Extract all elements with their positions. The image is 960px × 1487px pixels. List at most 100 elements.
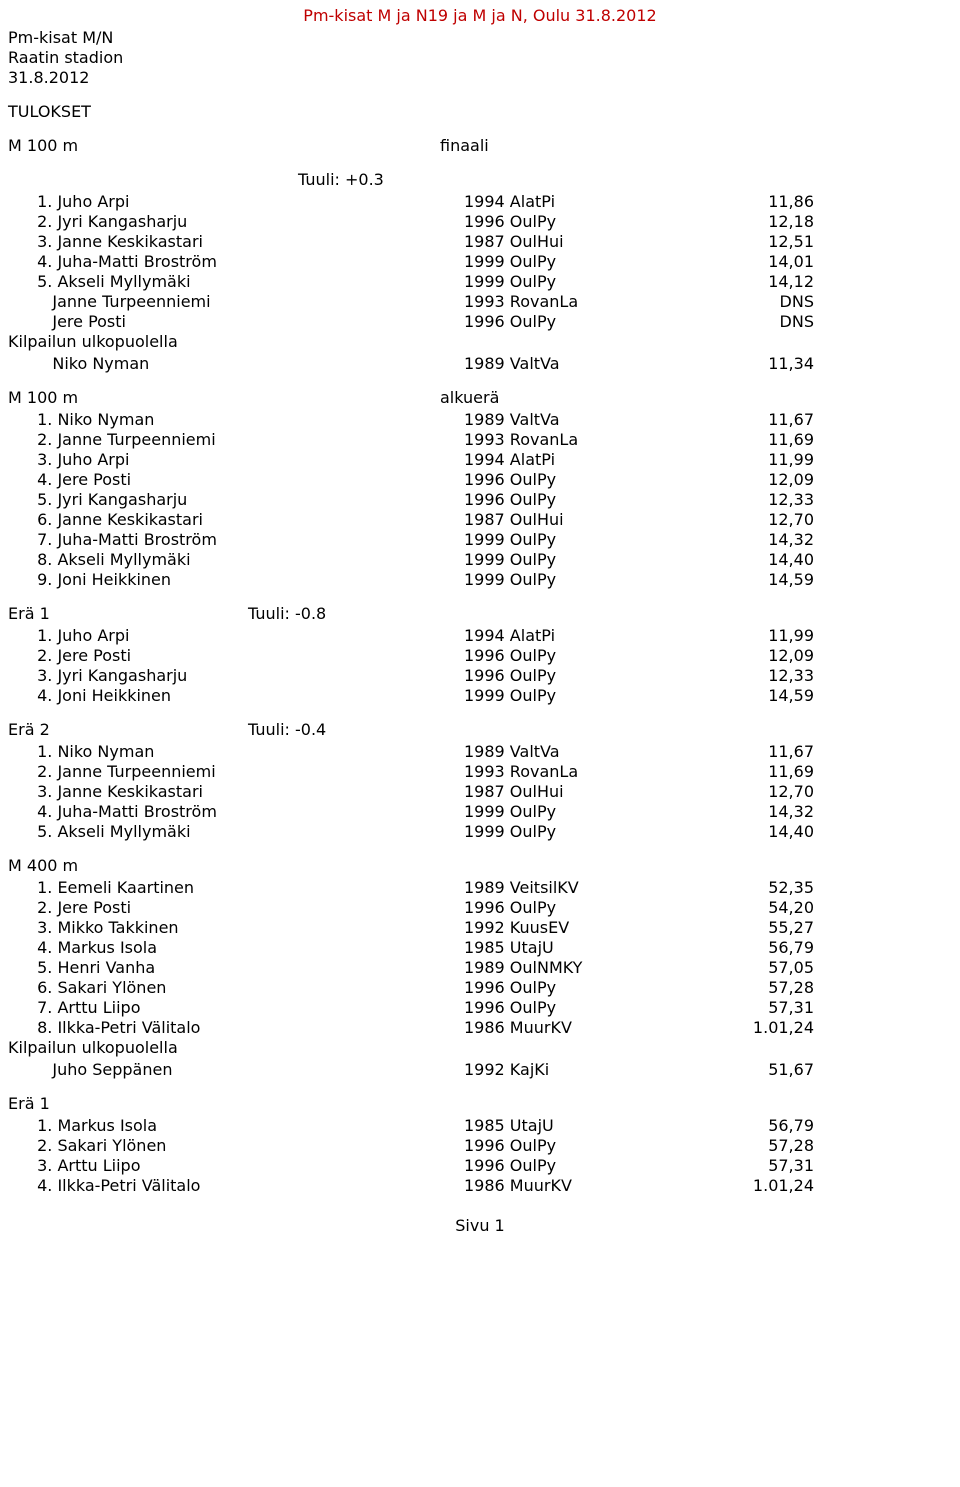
athlete-name: 3. Juho Arpi [32,450,464,470]
result-value: 12,33 [654,666,814,686]
result-value: 14,40 [654,550,814,570]
athlete-name: 7. Arttu Liipo [32,998,464,1018]
event-label: M 400 m [8,856,952,876]
athlete-name: 5. Jyri Kangasharju [32,490,464,510]
heat-label: alkuerä [440,388,499,408]
result-value: 1.01,24 [654,1176,814,1196]
athlete-name: 2. Janne Turpeenniemi [32,762,464,782]
result-row: 1. Markus Isola1985 UtajU56,79 [8,1116,952,1136]
athlete-year-club: 1989 ValtVa [464,742,654,762]
athlete-year-club: 1985 UtajU [464,1116,654,1136]
athlete-name: 3. Mikko Takkinen [32,918,464,938]
result-row: 6. Janne Keskikastari1987 OulHui12,70 [8,510,952,530]
athlete-name: 5. Henri Vanha [32,958,464,978]
athlete-year-club: 1993 RovanLa [464,292,654,312]
athlete-name: 1. Markus Isola [32,1116,464,1136]
athlete-year-club: 1986 MuurKV [464,1018,654,1038]
athlete-name: 3. Janne Keskikastari [32,232,464,252]
athlete-name: 2. Sakari Ylönen [32,1136,464,1156]
athlete-year-club: 1999 OulPy [464,822,654,842]
result-row: Jere Posti1996 OulPyDNS [8,312,952,332]
result-value: 12,70 [654,782,814,802]
athlete-year-club: 1996 OulPy [464,646,654,666]
era-label: Erä 1 [8,1094,952,1114]
page-footer: Sivu 1 [8,1216,952,1236]
era-wind: Tuuli: -0.8 [248,604,326,624]
result-value: 57,28 [654,1136,814,1156]
athlete-name: 2. Jere Posti [32,646,464,666]
athlete-name: Juho Seppänen [32,1060,464,1080]
athlete-year-club: 1986 MuurKV [464,1176,654,1196]
result-value: 11,69 [654,430,814,450]
athlete-year-club: 1996 OulPy [464,998,654,1018]
results-block: Niko Nyman1989 ValtVa11,34 [8,354,952,374]
athlete-year-club: 1985 UtajU [464,938,654,958]
era-wind: Tuuli: -0.4 [248,720,326,740]
result-row: 1. Niko Nyman1989 ValtVa11,67 [8,742,952,762]
athlete-name: 3. Janne Keskikastari [32,782,464,802]
athlete-name: 3. Jyri Kangasharju [32,666,464,686]
result-value: 14,32 [654,802,814,822]
athlete-name: 4. Jere Posti [32,470,464,490]
results-block: 1. Juho Arpi1994 AlatPi11,86 2. Jyri Kan… [8,192,952,332]
result-row: 6. Sakari Ylönen1996 OulPy57,28 [8,978,952,998]
result-value: 55,27 [654,918,814,938]
result-value: 11,99 [654,450,814,470]
outside-label: Kilpailun ulkopuolella [8,332,952,352]
document-title: Pm-kisat M ja N19 ja M ja N, Oulu 31.8.2… [8,6,952,26]
result-value: 11,67 [654,410,814,430]
result-row: 1. Juho Arpi1994 AlatPi11,99 [8,626,952,646]
athlete-name: Janne Turpeenniemi [32,292,464,312]
athlete-name: 2. Janne Turpeenniemi [32,430,464,450]
event-label: M 100 m [8,388,440,408]
result-value: 56,79 [654,938,814,958]
athlete-year-club: 1994 AlatPi [464,450,654,470]
result-row: 1. Niko Nyman1989 ValtVa11,67 [8,410,952,430]
athlete-name: 4. Juha-Matti Broström [32,802,464,822]
athlete-year-club: 1996 OulPy [464,490,654,510]
result-row: 5. Akseli Myllymäki1999 OulPy14,40 [8,822,952,842]
result-row: 5. Jyri Kangasharju1996 OulPy12,33 [8,490,952,510]
results-block: 1. Niko Nyman1989 ValtVa11,67 2. Janne T… [8,742,952,842]
era-label: Erä 2 [8,720,248,740]
athlete-year-club: 1999 OulPy [464,802,654,822]
result-row: Juho Seppänen1992 KajKi51,67 [8,1060,952,1080]
result-row: 4. Ilkka-Petri Välitalo1986 MuurKV1.01,2… [8,1176,952,1196]
era-label: Erä 1 [8,604,248,624]
result-row: 3. Juho Arpi1994 AlatPi11,99 [8,450,952,470]
athlete-year-club: 1999 OulPy [464,272,654,292]
athlete-name: 4. Markus Isola [32,938,464,958]
result-row: 4. Jere Posti1996 OulPy12,09 [8,470,952,490]
result-value: DNS [654,312,814,332]
athlete-name: 5. Akseli Myllymäki [32,822,464,842]
athlete-year-club: 1999 OulPy [464,550,654,570]
athlete-name: 4. Joni Heikkinen [32,686,464,706]
athlete-name: Jere Posti [32,312,464,332]
results-block: 1. Eemeli Kaartinen1989 VeitsilKV52,35 2… [8,878,952,1038]
athlete-year-club: 1996 OulPy [464,666,654,686]
athlete-year-club: 1987 OulHui [464,232,654,252]
athlete-year-club: 1992 KuusEV [464,918,654,938]
outside-label: Kilpailun ulkopuolella [8,1038,952,1058]
athlete-year-club: 1996 OulPy [464,1136,654,1156]
result-value: 12,09 [654,470,814,490]
athlete-year-club: 1993 RovanLa [464,430,654,450]
athlete-year-club: 1987 OulHui [464,510,654,530]
athlete-name: 1. Eemeli Kaartinen [32,878,464,898]
result-value: 1.01,24 [654,1018,814,1038]
athlete-name: 1. Niko Nyman [32,742,464,762]
result-value: 12,70 [654,510,814,530]
athlete-name: 8. Akseli Myllymäki [32,550,464,570]
result-row: Niko Nyman1989 ValtVa11,34 [8,354,952,374]
result-row: 4. Juha-Matti Broström1999 OulPy14,01 [8,252,952,272]
final-label: finaali [440,136,489,156]
meta-line: Raatin stadion [8,48,952,68]
athlete-name: 3. Arttu Liipo [32,1156,464,1176]
results-block: 1. Juho Arpi1994 AlatPi11,99 2. Jere Pos… [8,626,952,706]
result-row: 2. Jere Posti1996 OulPy12,09 [8,646,952,666]
result-row: 9. Joni Heikkinen1999 OulPy14,59 [8,570,952,590]
athlete-name: 6. Sakari Ylönen [32,978,464,998]
result-value: 12,51 [654,232,814,252]
result-value: 56,79 [654,1116,814,1136]
result-value: 14,59 [654,686,814,706]
